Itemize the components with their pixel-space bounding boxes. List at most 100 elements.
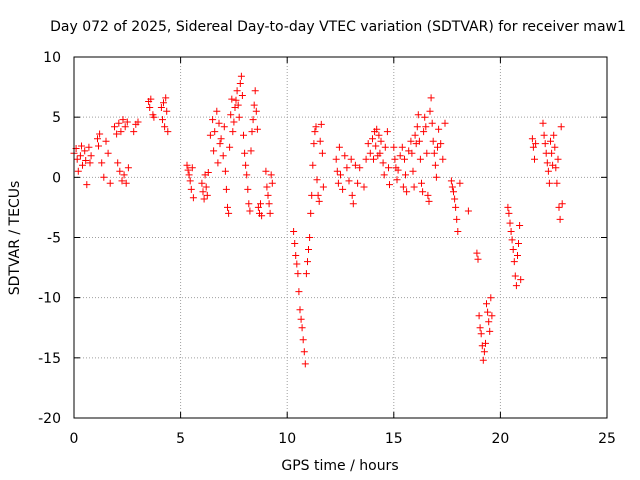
data-point: [308, 191, 316, 199]
data-point: [341, 152, 349, 160]
data-point: [339, 185, 347, 193]
data-point: [215, 119, 223, 127]
data-point: [430, 149, 438, 157]
data-point: [345, 177, 353, 185]
data-point: [106, 179, 114, 187]
data-point: [123, 118, 131, 126]
y-tick-label: -5: [47, 231, 61, 247]
data-point: [248, 128, 256, 136]
data-point: [119, 116, 127, 124]
x-tick-label: 0: [70, 431, 79, 447]
data-point: [301, 360, 309, 368]
data-point: [337, 171, 344, 179]
data-point: [543, 159, 551, 167]
data-point: [509, 246, 517, 253]
data-point: [293, 260, 301, 268]
data-point: [517, 276, 525, 284]
data-point: [375, 131, 383, 139]
y-tick-label: -15: [38, 351, 61, 367]
data-point: [548, 149, 556, 157]
data-point: [213, 107, 221, 115]
data-point: [240, 131, 247, 139]
data-point: [510, 258, 518, 266]
data-points: [70, 72, 566, 368]
data-point: [476, 324, 484, 332]
data-point: [94, 135, 101, 143]
data-point: [555, 203, 563, 211]
data-point: [373, 125, 381, 133]
data-point: [305, 246, 312, 253]
data-point: [514, 252, 521, 259]
data-point: [313, 176, 321, 184]
data-point: [335, 143, 343, 151]
y-tick-label: -10: [38, 291, 61, 307]
data-point: [401, 155, 408, 163]
data-point: [79, 161, 86, 169]
data-point: [448, 183, 456, 191]
x-tick-label: 25: [598, 431, 616, 447]
data-point: [483, 300, 490, 308]
data-point: [187, 185, 195, 193]
data-point: [452, 203, 460, 211]
data-point: [96, 130, 104, 138]
data-point: [488, 312, 496, 320]
data-point: [130, 128, 138, 136]
data-point: [370, 155, 377, 163]
data-point: [226, 143, 234, 151]
data-point: [124, 164, 132, 172]
data-point: [403, 188, 411, 196]
data-point: [484, 308, 492, 316]
data-point: [415, 137, 423, 145]
data-point: [161, 123, 169, 131]
data-point: [487, 294, 495, 302]
data-point: [343, 164, 351, 172]
data-point: [552, 164, 560, 172]
data-point: [114, 159, 122, 167]
data-point: [163, 107, 171, 115]
y-tick-label: -20: [38, 411, 61, 427]
y-tick-label: 10: [43, 50, 61, 66]
data-point: [104, 149, 112, 157]
data-point: [258, 212, 266, 220]
data-point: [262, 167, 270, 175]
data-point: [531, 155, 538, 163]
data-point: [113, 130, 121, 138]
data-point: [238, 92, 246, 99]
data-point: [456, 179, 464, 187]
data-point: [333, 167, 341, 175]
data-point: [420, 128, 428, 136]
data-point: [264, 191, 272, 199]
data-point: [317, 120, 325, 128]
data-point: [376, 149, 384, 157]
data-point: [164, 128, 172, 136]
data-point: [246, 207, 254, 215]
data-point: [290, 228, 298, 235]
data-point: [421, 113, 429, 121]
data-point: [230, 118, 238, 126]
data-point: [76, 152, 84, 160]
data-point: [516, 222, 524, 229]
data-point: [73, 155, 81, 163]
x-tick-label: 5: [176, 431, 185, 447]
grid: [74, 57, 607, 418]
data-point: [266, 209, 274, 217]
data-point: [242, 161, 250, 169]
data-point: [199, 188, 207, 196]
data-point: [302, 270, 310, 278]
data-point: [447, 177, 455, 185]
data-point: [506, 219, 514, 227]
data-point: [364, 140, 372, 148]
data-point: [267, 171, 275, 179]
data-point: [413, 123, 421, 131]
data-point: [209, 116, 217, 124]
data-point: [451, 195, 459, 203]
data-point: [118, 177, 126, 185]
x-tick-label: 20: [491, 431, 509, 447]
data-point: [115, 119, 123, 127]
data-point: [134, 118, 142, 126]
data-point: [354, 179, 362, 187]
data-point: [394, 166, 402, 174]
data-point: [539, 119, 547, 127]
data-point: [204, 169, 212, 176]
data-point: [511, 272, 519, 280]
